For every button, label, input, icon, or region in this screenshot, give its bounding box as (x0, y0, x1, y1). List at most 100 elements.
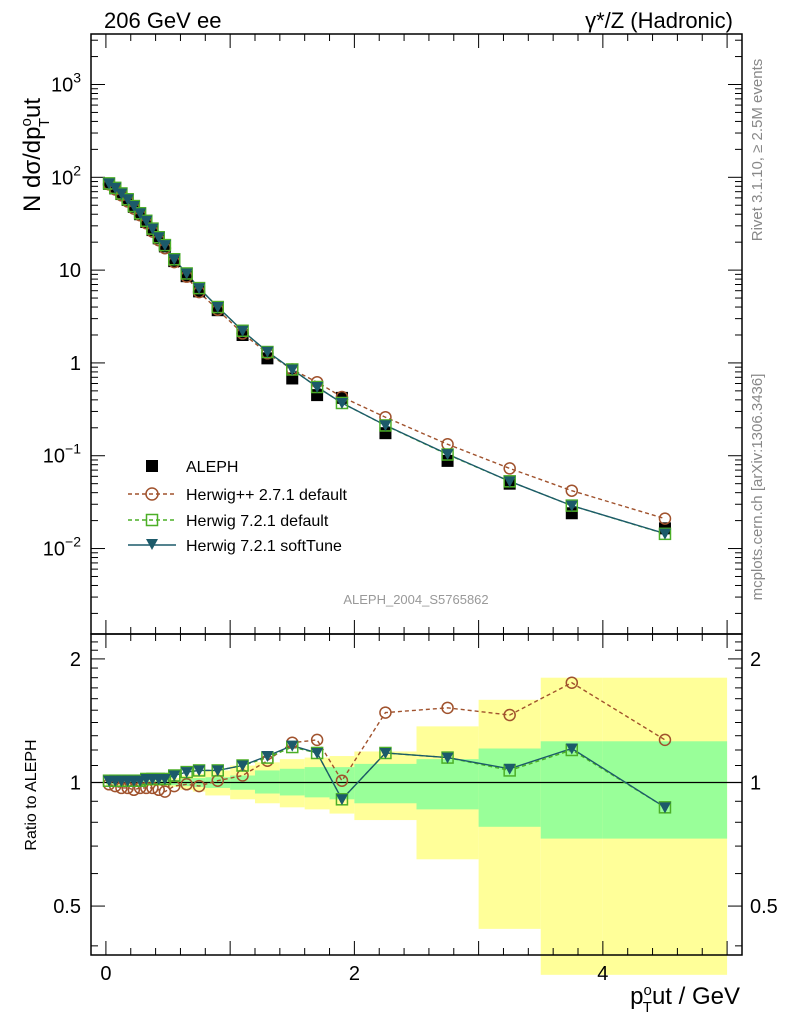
main-y-tick-label: 10−2 (43, 534, 81, 561)
ratio-marker-2 (180, 767, 193, 779)
legend-label-herwig721: Herwig 7.2.1 default (186, 513, 329, 530)
main-marker-3 (158, 240, 171, 252)
ratio-marker-2 (211, 765, 224, 777)
main-y-tick-label: 1 (70, 353, 81, 375)
ratio-series-group (102, 676, 672, 814)
ratio-marker-2 (236, 760, 249, 772)
main-marker-3 (211, 302, 224, 314)
legend-label-herwigpp: Herwig++ 2.7.1 default (186, 487, 348, 504)
ratio-marker-2 (379, 747, 392, 759)
rivet-label: Rivet 3.1.10, ≥ 2.5M events (749, 59, 766, 242)
main-marker-1 (503, 462, 516, 475)
legend-item-herwigpp: Herwig++ 2.7.1 default (128, 487, 348, 504)
legend-item-herwig721: Herwig 7.2.1 default (128, 513, 329, 530)
ratio-marker-2 (193, 765, 206, 777)
legend-item-aleph: ALEPH (146, 459, 238, 476)
main-marker-3 (441, 449, 454, 461)
main-marker-3 (109, 182, 122, 194)
main-marker-3 (286, 364, 299, 376)
main-y-tick-label: 102 (51, 162, 81, 189)
legend-item-softtune: Herwig 7.2.1 softTune (128, 538, 342, 555)
main-marker-3 (103, 178, 116, 190)
ratio-marker-2 (335, 794, 348, 806)
band-inner-bin (602, 741, 728, 839)
main-marker-3 (140, 215, 153, 227)
x-tick-label: 0 (100, 963, 111, 985)
ratio-y-tick-label-right: 0.5 (750, 896, 778, 918)
main-marker-3 (335, 397, 348, 409)
main-marker-3 (127, 201, 140, 213)
band-inner-bin (478, 748, 541, 827)
legend-label-aleph: ALEPH (186, 459, 238, 476)
main-line-1 (108, 183, 666, 520)
main-marker-0 (379, 427, 392, 440)
x-axis-label: po Tut / GeV (630, 982, 740, 1016)
ratio-marker-2 (441, 752, 454, 764)
ratio-marker-0 (441, 701, 454, 715)
ratio-y-tick-label-right: 2 (750, 649, 761, 671)
ratio-marker-2 (168, 770, 181, 782)
main-line-2 (108, 182, 666, 535)
ratio-marker-2 (261, 751, 274, 763)
ratio-marker-0 (180, 778, 193, 791)
main-marker-3 (658, 528, 671, 540)
main-marker-3 (168, 254, 181, 266)
main-line-3 (108, 182, 666, 535)
ratio-marker-2 (286, 740, 299, 752)
ratio-y-tick-label-left: 1 (70, 772, 81, 794)
main-y-axis-label: N dσ/dpoTut (18, 98, 53, 212)
ratio-marker-0 (310, 733, 324, 747)
ratio-marker-0 (192, 779, 206, 793)
ratio-uncertainty-bands (105, 677, 728, 975)
ratio-y-tick-label-right: 1 (750, 772, 761, 794)
analysis-watermark: ALEPH_2004_S5765862 (343, 592, 488, 607)
x-tick-label: 2 (349, 963, 360, 985)
main-marker-0 (565, 507, 578, 520)
ratio-marker-0 (335, 774, 349, 787)
main-y-tick-label: 103 (51, 69, 81, 96)
mcplots-label: mcplots.cern.ch [arXiv:1306.3436] (749, 374, 766, 601)
legend-label-softtune: Herwig 7.2.1 softTune (186, 538, 342, 555)
ratio-marker-0 (379, 706, 392, 719)
ratio-marker-2 (158, 773, 171, 785)
ratio-marker-0 (503, 708, 516, 722)
main-marker-1 (658, 512, 672, 525)
main-marker-3 (180, 268, 193, 280)
main-marker-1 (565, 484, 579, 497)
main-marker-3 (152, 232, 165, 244)
main-y-tick-label: 10 (59, 260, 81, 282)
main-marker-3 (193, 283, 206, 295)
ratio-y-tick-label-left: 0.5 (53, 896, 81, 918)
main-marker-3 (134, 208, 147, 220)
main-y-tick-label: 10−1 (43, 441, 81, 468)
header-left: 206 GeV ee (104, 8, 221, 33)
ratio-marker-2 (565, 743, 578, 755)
ratio-y-axis-label: Ratio to ALEPH (23, 739, 40, 850)
ratio-marker-2 (658, 802, 671, 814)
legend: ALEPH Herwig++ 2.7.1 default Herwig 7.2.… (128, 459, 348, 555)
main-marker-3 (565, 500, 578, 512)
main-marker-3 (146, 223, 159, 235)
ratio-marker-0 (565, 676, 579, 689)
main-marker-3 (236, 325, 249, 337)
ratio-marker-0 (158, 785, 172, 798)
ratio-marker-2 (311, 747, 324, 759)
ratio-frame (90, 633, 743, 956)
main-marker-3 (121, 194, 134, 206)
band-inner-bin (416, 759, 479, 810)
header-right: γ*/Z (Hadronic) (585, 8, 733, 33)
ratio-marker-2 (503, 763, 516, 775)
main-series-group (102, 177, 672, 541)
x-tick-label: 4 (597, 963, 608, 985)
band-inner-bin (354, 763, 417, 804)
main-marker-3 (261, 346, 274, 358)
ratio-marker-0 (658, 733, 672, 747)
axes-frames: 10−2 10−1 1 10 102 103 0.5 0.5 1 1 2 2 0 2 4 (43, 33, 778, 985)
ratio-y-tick-label-left: 2 (70, 649, 81, 671)
main-marker-3 (379, 420, 392, 432)
main-marker-3 (311, 382, 324, 394)
main-marker-3 (115, 188, 128, 200)
main-marker-3 (503, 476, 516, 488)
main-marker-0 (441, 454, 454, 467)
